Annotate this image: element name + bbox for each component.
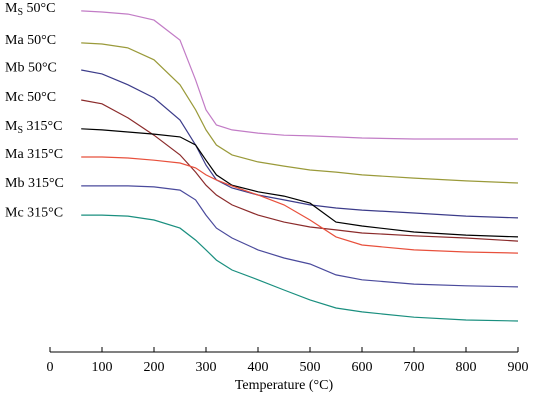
series-label: Mb 315°C [5,176,64,191]
line [81,214,519,322]
line [81,99,519,242]
series-label: Mb 50°C [5,60,57,75]
series-label: Mc 315°C [5,205,63,220]
line [81,128,519,238]
x-axis-label: Temperature (°C) [235,378,334,393]
x-tick-label: 800 [456,360,477,375]
line [81,185,519,288]
x-tick-label: 400 [248,360,269,375]
x-tick-label: 300 [196,360,217,375]
series-label: Mc 50°C [5,90,56,105]
line [81,42,519,184]
line [81,69,519,219]
line [81,156,519,254]
x-tick-label: 900 [508,360,529,375]
x-tick-label: 100 [92,360,113,375]
series-label: Ma 50°C [5,33,56,48]
x-tick-label: 500 [300,360,321,375]
x-tick-label: 700 [404,360,425,375]
series-label: Ma 315°C [5,147,63,162]
line [81,10,518,140]
x-tick-label: 600 [352,360,373,375]
series-label: MS 50°C [5,1,55,18]
series-label: MS 315°C [5,119,62,136]
x-tick-label: 200 [144,360,165,375]
x-tick-label: 0 [47,360,54,375]
